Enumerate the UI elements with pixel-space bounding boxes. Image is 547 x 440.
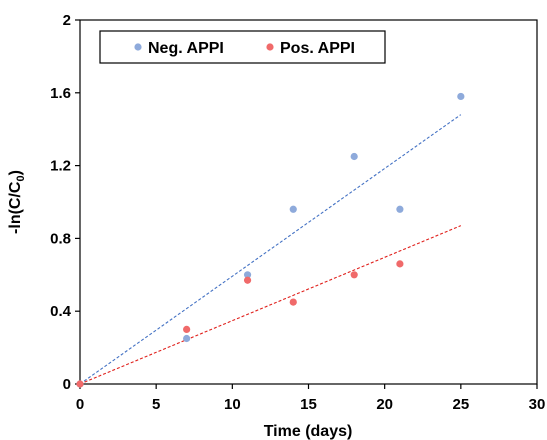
- legend-marker-pos-appi: [266, 43, 274, 51]
- y-axis-ticks: 0 0.4 0.8 1.2 1.6 2: [50, 12, 80, 393]
- data-point-neg-appi: [289, 205, 297, 213]
- x-tick-label: 20: [376, 396, 393, 413]
- data-point-neg-appi: [457, 92, 465, 101]
- data-point-pos-appi: [76, 380, 84, 388]
- x-axis-title: Time (days): [264, 423, 353, 440]
- data-point-pos-appi: [350, 271, 358, 279]
- y-axis-title-tail: ): [7, 170, 24, 175]
- data-point-pos-appi: [396, 260, 404, 268]
- y-tick-label: 2: [63, 12, 71, 29]
- y-tick-label: 0.4: [50, 303, 72, 320]
- data-point-neg-appi: [243, 271, 252, 279]
- y-axis-title-main: -ln(C/C: [7, 181, 24, 234]
- data-point-neg-appi: [350, 152, 358, 161]
- y-axis-title-subscript: 0: [15, 175, 27, 181]
- legend-label-neg-appi: Neg. APPI: [148, 40, 224, 57]
- trendline-pos-appi: [79, 225, 462, 385]
- x-tick-label: 30: [529, 396, 546, 413]
- trendlines: [79, 114, 462, 385]
- legend-box: [99, 30, 386, 64]
- y-tick-label: 1.2: [50, 158, 71, 175]
- data-point-neg-appi: [183, 334, 191, 343]
- y-axis-title: -ln(C/C0): [7, 170, 27, 234]
- y-tick-label: 0: [63, 376, 71, 393]
- legend: Neg. APPI Pos. APPI: [99, 30, 386, 64]
- data-point-pos-appi: [183, 325, 191, 333]
- x-tick-label: 15: [300, 396, 317, 413]
- x-axis-ticks: 0 5 10 15 20 25 30: [76, 384, 546, 413]
- x-tick-label: 0: [76, 396, 84, 413]
- data-point-pos-appi: [289, 298, 297, 306]
- x-tick-label: 10: [224, 396, 241, 413]
- x-tick-label: 5: [152, 396, 160, 413]
- y-tick-label: 0.8: [50, 230, 71, 247]
- legend-label-pos-appi: Pos. APPI: [280, 40, 355, 57]
- trendline-neg-appi: [79, 114, 462, 385]
- data-point-pos-appi: [243, 276, 252, 284]
- legend-marker-neg-appi: [134, 43, 142, 51]
- plot-frame: [79, 19, 538, 385]
- y-tick-label: 1.6: [50, 85, 71, 102]
- x-tick-label: 25: [452, 396, 469, 413]
- data-points: [76, 92, 465, 388]
- data-point-neg-appi: [396, 205, 404, 213]
